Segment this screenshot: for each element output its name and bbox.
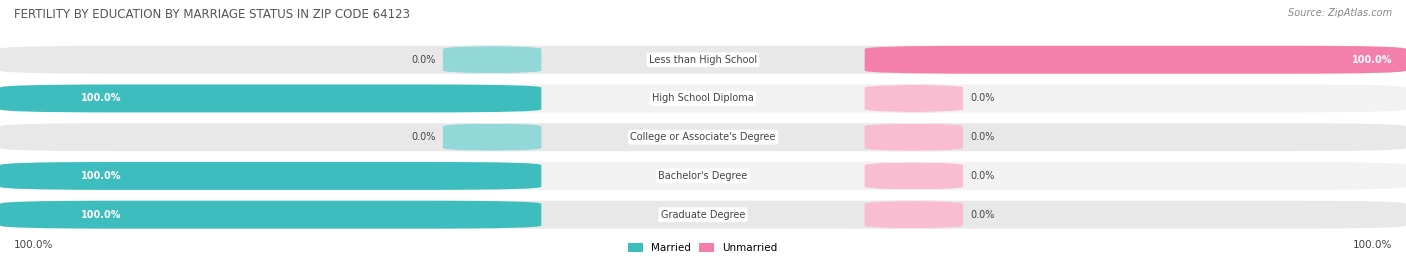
FancyBboxPatch shape (429, 123, 555, 151)
FancyBboxPatch shape (0, 84, 541, 112)
FancyBboxPatch shape (851, 123, 977, 151)
Text: 0.0%: 0.0% (412, 132, 436, 142)
FancyBboxPatch shape (851, 162, 977, 190)
FancyBboxPatch shape (0, 123, 1406, 151)
Text: 100.0%: 100.0% (1351, 55, 1392, 65)
FancyBboxPatch shape (0, 162, 541, 190)
Legend: Married, Unmarried: Married, Unmarried (624, 239, 782, 258)
FancyBboxPatch shape (0, 201, 1406, 229)
Text: Source: ZipAtlas.com: Source: ZipAtlas.com (1288, 8, 1392, 18)
FancyBboxPatch shape (429, 46, 555, 74)
Text: 100.0%: 100.0% (82, 93, 122, 104)
Text: 0.0%: 0.0% (970, 93, 994, 104)
Text: Bachelor's Degree: Bachelor's Degree (658, 171, 748, 181)
FancyBboxPatch shape (851, 201, 977, 229)
Text: 0.0%: 0.0% (970, 210, 994, 220)
Text: 100.0%: 100.0% (82, 210, 122, 220)
Text: College or Associate's Degree: College or Associate's Degree (630, 132, 776, 142)
FancyBboxPatch shape (0, 84, 1406, 112)
Text: 0.0%: 0.0% (412, 55, 436, 65)
FancyBboxPatch shape (0, 201, 541, 229)
Text: High School Diploma: High School Diploma (652, 93, 754, 104)
Text: Graduate Degree: Graduate Degree (661, 210, 745, 220)
Text: 100.0%: 100.0% (1353, 239, 1392, 250)
Text: 0.0%: 0.0% (970, 132, 994, 142)
Text: Less than High School: Less than High School (650, 55, 756, 65)
Text: 100.0%: 100.0% (82, 171, 122, 181)
FancyBboxPatch shape (0, 162, 1406, 190)
FancyBboxPatch shape (0, 46, 1406, 74)
FancyBboxPatch shape (851, 84, 977, 112)
Text: 0.0%: 0.0% (970, 171, 994, 181)
FancyBboxPatch shape (865, 46, 1406, 74)
Text: FERTILITY BY EDUCATION BY MARRIAGE STATUS IN ZIP CODE 64123: FERTILITY BY EDUCATION BY MARRIAGE STATU… (14, 8, 411, 21)
Text: 100.0%: 100.0% (14, 239, 53, 250)
